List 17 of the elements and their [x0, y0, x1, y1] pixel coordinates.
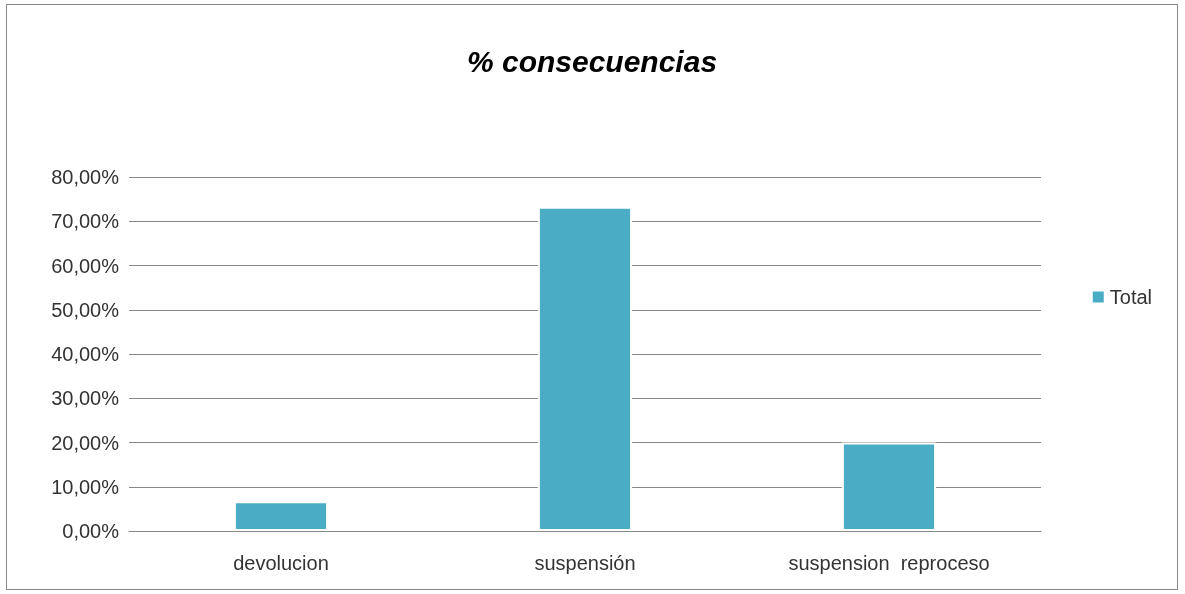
legend-label: Total: [1109, 286, 1152, 308]
y-tick-label: 20,00%: [51, 431, 120, 454]
y-tick-label: 0,00%: [62, 520, 120, 542]
y-tick-label: 10,00%: [51, 475, 120, 498]
x-tick-label: suspensión: [534, 552, 636, 574]
bar: [233, 501, 329, 531]
y-tick-label: 70,00%: [51, 210, 120, 233]
x-tick-label: suspension reproceso: [788, 552, 990, 574]
x-tick-label: devolucion: [233, 552, 329, 574]
chart-title: % consecuencias: [466, 44, 718, 78]
y-tick-label: 80,00%: [51, 166, 120, 188]
y-tick-label: 40,00%: [51, 343, 120, 365]
y-tick-label: 60,00%: [51, 254, 120, 277]
y-tick-label: 50,00%: [51, 298, 120, 321]
bar: [841, 442, 937, 531]
bar: [537, 206, 633, 531]
y-tick-label: 30,00%: [51, 387, 120, 410]
